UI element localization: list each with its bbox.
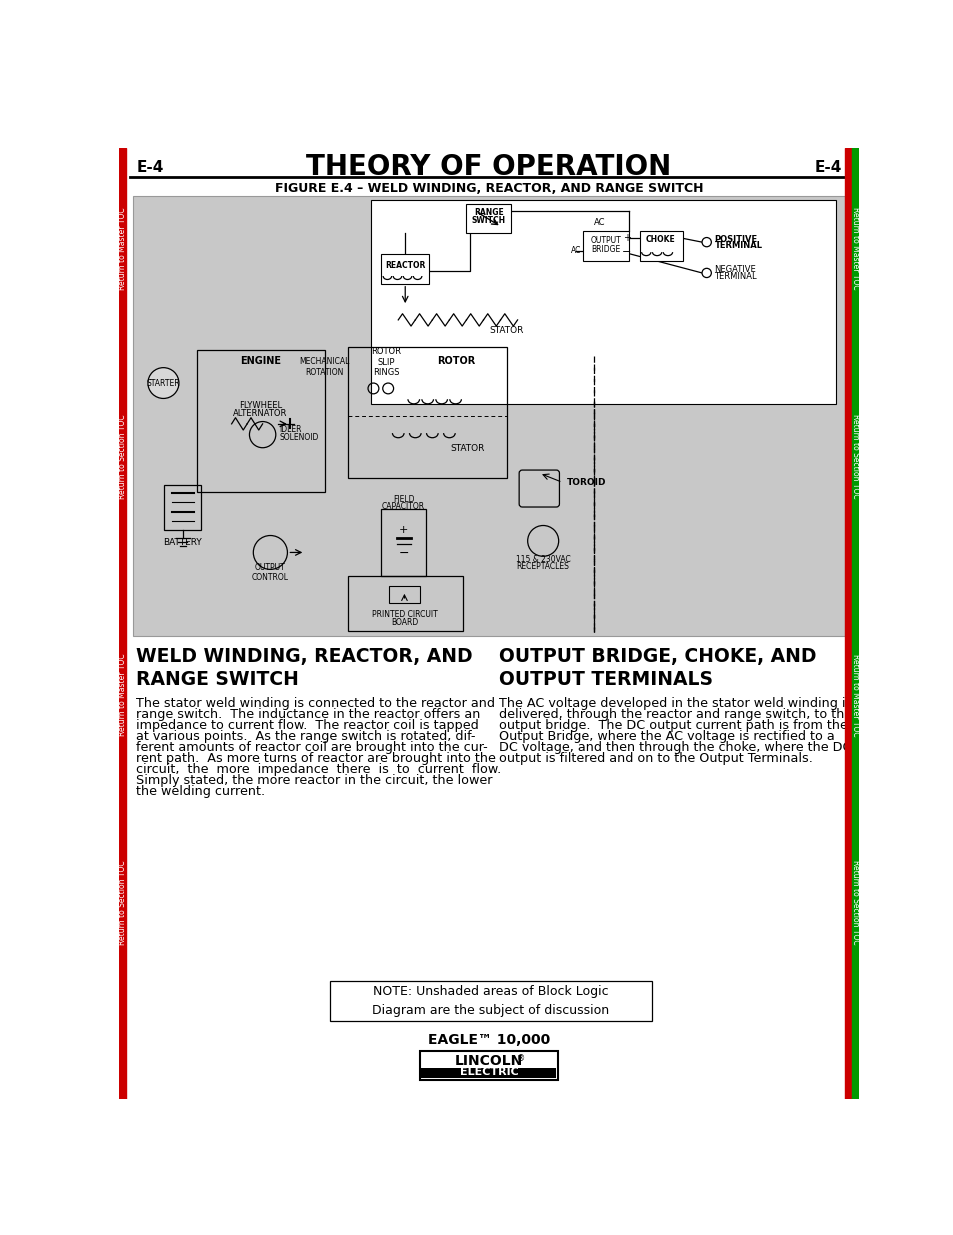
Text: SWITCH: SWITCH [472, 216, 505, 225]
Text: DC voltage, and then through the choke, where the DC: DC voltage, and then through the choke, … [498, 741, 851, 755]
Text: FIELD: FIELD [393, 495, 414, 504]
Text: MECHANICAL
ROTATION: MECHANICAL ROTATION [299, 357, 350, 377]
Text: rent path.  As more turns of reactor are brought into the: rent path. As more turns of reactor are … [136, 752, 496, 766]
Text: AC: AC [594, 217, 605, 226]
Text: ROTOR
SLIP
RINGS: ROTOR SLIP RINGS [372, 347, 401, 377]
Text: SOLENOID: SOLENOID [279, 433, 318, 442]
Bar [196, 350, 324, 493]
Text: ENGINE: ENGINE [239, 356, 280, 366]
Text: the welding current.: the welding current. [136, 785, 265, 798]
Text: OUTPUT BRIDGE, CHOKE, AND
OUTPUT TERMINALS: OUTPUT BRIDGE, CHOKE, AND OUTPUT TERMINA… [498, 647, 816, 689]
Text: PRINTED CIRCUIT: PRINTED CIRCUIT [372, 610, 437, 619]
Bar [466, 204, 511, 233]
Text: Return to Section TOC: Return to Section TOC [118, 861, 127, 945]
Text: FIGURE E.4 – WELD WINDING, REACTOR, AND RANGE SWITCH: FIGURE E.4 – WELD WINDING, REACTOR, AND … [274, 182, 702, 195]
Text: +: + [622, 233, 630, 243]
Text: range switch.  The inductance in the reactor offers an: range switch. The inductance in the reac… [136, 708, 480, 721]
Bar [639, 231, 682, 262]
Text: −: − [398, 547, 409, 559]
Text: BOARD: BOARD [391, 618, 418, 627]
Text: POSITIVE: POSITIVE [714, 235, 757, 243]
Text: EAGLE™ 10,000: EAGLE™ 10,000 [427, 1032, 550, 1047]
Text: BATTERY: BATTERY [163, 538, 202, 547]
Bar [421, 1067, 556, 1078]
Text: WELD WINDING, REACTOR, AND
RANGE SWITCH: WELD WINDING, REACTOR, AND RANGE SWITCH [136, 647, 473, 689]
Text: The AC voltage developed in the stator weld winding is: The AC voltage developed in the stator w… [498, 698, 851, 710]
Text: RANGE: RANGE [474, 207, 503, 216]
Text: 115 & 230VAC: 115 & 230VAC [516, 555, 570, 564]
Text: E-4: E-4 [813, 161, 841, 175]
Text: TERMINAL: TERMINAL [714, 242, 761, 251]
Text: BRIDGE: BRIDGE [591, 246, 619, 254]
Bar [164, 485, 201, 530]
Text: output is filtered and on to the Output Terminals.: output is filtered and on to the Output … [498, 752, 812, 766]
Bar [381, 254, 429, 284]
Text: THEORY OF OPERATION: THEORY OF OPERATION [306, 153, 671, 182]
Text: delivered, through the reactor and range switch, to the: delivered, through the reactor and range… [498, 708, 851, 721]
Text: Return to Section TOC: Return to Section TOC [850, 414, 859, 499]
Text: TOROID: TOROID [566, 478, 605, 487]
Text: output bridge.  The DC output current path is from the: output bridge. The DC output current pat… [498, 719, 847, 732]
Text: FLYWHEEL: FLYWHEEL [238, 401, 281, 410]
Text: Return to Master TOC: Return to Master TOC [118, 653, 127, 736]
Text: +: + [398, 525, 408, 535]
Text: OUTPUT: OUTPUT [590, 236, 620, 245]
Text: impedance to current flow.  The reactor coil is tapped: impedance to current flow. The reactor c… [136, 719, 478, 732]
Text: ®: ® [517, 1055, 525, 1063]
Bar [119, 148, 126, 1099]
Text: TERMINAL: TERMINAL [714, 272, 757, 282]
Circle shape [148, 368, 179, 399]
Text: IDLER: IDLER [279, 425, 302, 433]
Text: Return to Section TOC: Return to Section TOC [850, 861, 859, 945]
Bar [348, 347, 506, 478]
Text: Simply stated, the more reactor in the circuit, the lower: Simply stated, the more reactor in the c… [136, 774, 493, 787]
Bar [371, 200, 835, 404]
Text: ferent amounts of reactor coil are brought into the cur-: ferent amounts of reactor coil are broug… [136, 741, 488, 755]
Text: AC: AC [571, 246, 581, 256]
Text: Return to Master TOC: Return to Master TOC [850, 207, 859, 290]
Bar [348, 576, 462, 631]
Text: Return to Section TOC: Return to Section TOC [118, 414, 127, 499]
Circle shape [701, 268, 711, 278]
Text: STARTER: STARTER [147, 379, 180, 388]
Text: STATOR: STATOR [489, 326, 523, 335]
Bar [330, 982, 651, 1021]
Bar [419, 1051, 558, 1079]
Text: OUTPUT
CONTROL: OUTPUT CONTROL [252, 563, 289, 582]
Text: −: − [621, 247, 631, 257]
Text: REACTOR: REACTOR [385, 261, 425, 269]
Text: NEGATIVE: NEGATIVE [714, 266, 756, 274]
Bar [844, 148, 852, 1099]
Text: at various points.  As the range switch is rotated, dif-: at various points. As the range switch i… [136, 730, 476, 743]
Text: LINCOLN: LINCOLN [455, 1053, 522, 1067]
Text: ROTOR: ROTOR [436, 356, 475, 366]
Text: E-4: E-4 [136, 161, 164, 175]
Bar [582, 231, 629, 262]
Text: Output Bridge, where the AC voltage is rectified to a: Output Bridge, where the AC voltage is r… [498, 730, 834, 743]
Text: CHOKE: CHOKE [645, 236, 675, 245]
Text: STATOR: STATOR [451, 445, 485, 453]
Bar [381, 509, 426, 577]
Bar [389, 585, 419, 603]
Text: CAPACITOR: CAPACITOR [382, 501, 425, 511]
Text: RECEPTACLES: RECEPTACLES [517, 562, 569, 571]
Circle shape [701, 237, 711, 247]
Text: Return to Master TOC: Return to Master TOC [850, 653, 859, 736]
Text: ELECTRIC: ELECTRIC [459, 1067, 517, 1077]
Bar [133, 196, 843, 636]
Bar [852, 148, 858, 1099]
Text: ALTERNATOR: ALTERNATOR [233, 409, 287, 419]
Text: Return to Master TOC: Return to Master TOC [118, 207, 127, 290]
Text: circuit,  the  more  impedance  there  is  to  current  flow.: circuit, the more impedance there is to … [136, 763, 501, 776]
Text: The stator weld winding is connected to the reactor and: The stator weld winding is connected to … [136, 698, 495, 710]
Text: NOTE: Unshaded areas of Block Logic
Diagram are the subject of discussion: NOTE: Unshaded areas of Block Logic Diag… [372, 986, 609, 1018]
